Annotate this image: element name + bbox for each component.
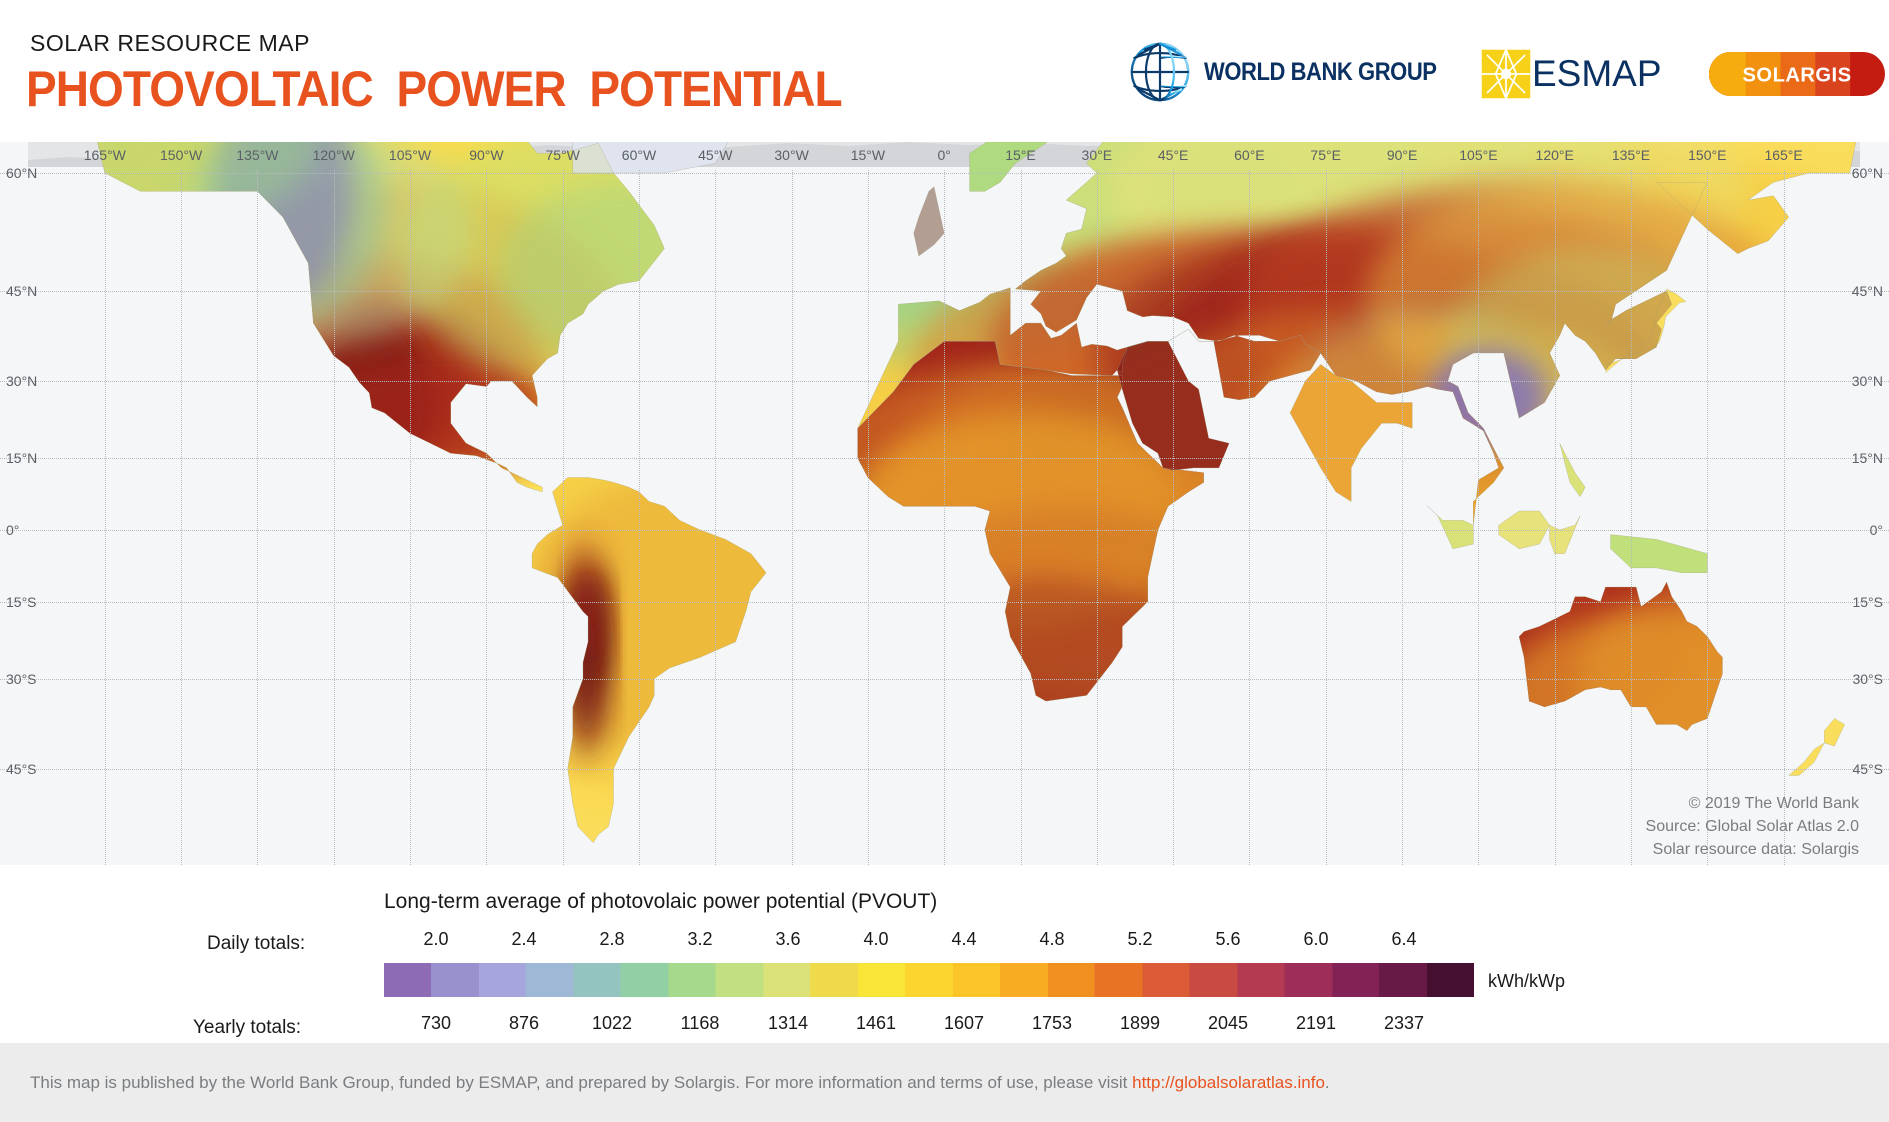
svg-text:SOLARGIS: SOLARGIS (1743, 64, 1852, 86)
